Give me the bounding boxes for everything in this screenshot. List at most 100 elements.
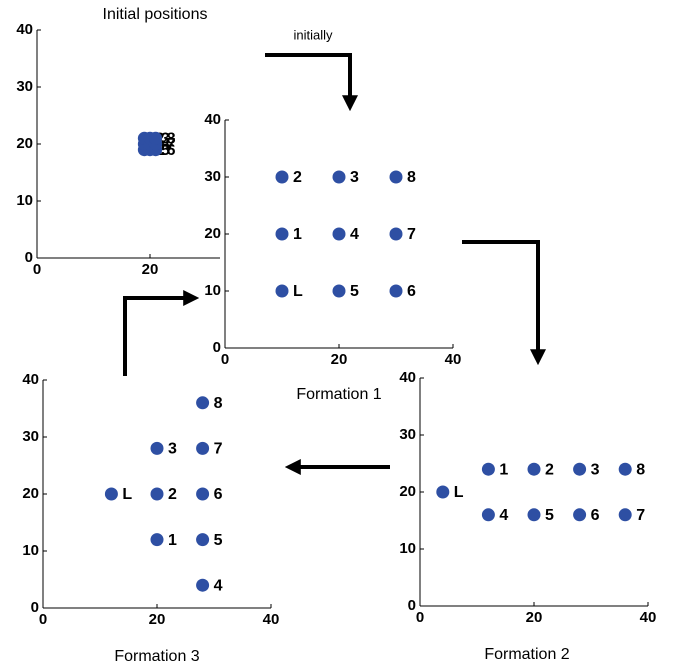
chart: 0 10 20 30 40 0 20 40 Formation 1 L 1 2 3 4 5 6 7 8 — [204, 111, 470, 403]
point-label: 6 — [214, 486, 223, 503]
arrows — [123, 53, 546, 475]
point-label: 2 — [545, 461, 554, 478]
chart: 0 10 20 30 40 0 20 40 Formation 3 L 1 2 3 4 5 6 7 8 — [22, 371, 279, 665]
point-label: L — [293, 283, 303, 300]
point — [527, 462, 541, 476]
x-tick-label: 40 — [445, 351, 462, 368]
point-label: 3 — [168, 441, 177, 458]
point — [196, 396, 210, 410]
x-tick-label: 20 — [331, 351, 348, 368]
point-label: 5 — [214, 532, 223, 549]
y-tick-label: 40 — [16, 21, 33, 38]
point-label: 1 — [293, 226, 302, 243]
point — [332, 170, 346, 184]
point — [436, 485, 450, 499]
y-tick-label: 20 — [204, 225, 221, 242]
point-label: 3 — [161, 131, 170, 148]
y-tick-label: 10 — [22, 542, 39, 559]
y-tick-label: 10 — [399, 540, 416, 557]
point-label: 6 — [591, 507, 600, 524]
x-tick-label: 40 — [263, 611, 280, 628]
y-tick-label: 10 — [16, 192, 33, 209]
point-label: 2 — [168, 486, 177, 503]
y-tick-label: 30 — [22, 428, 39, 445]
x-tick-label: 0 — [33, 261, 41, 278]
point — [481, 462, 495, 476]
x-tick-label: 0 — [221, 351, 229, 368]
y-tick-label: 20 — [22, 485, 39, 502]
x-tick-label: 0 — [39, 611, 47, 628]
chart-title: Formation 2 — [484, 646, 569, 663]
point — [332, 284, 346, 298]
point-label: 4 — [161, 136, 170, 153]
point-label: 4 — [499, 507, 508, 524]
point-label: 5 — [161, 142, 170, 159]
point — [196, 533, 210, 547]
point — [196, 487, 210, 501]
point-label: 5 — [545, 507, 554, 524]
y-tick-label: 40 — [204, 111, 221, 128]
chart: 0 10 20 30 40 0 20 40 Formation 2 L 1 2 3 4 5 6 7 8 — [399, 369, 656, 663]
y-tick-label: 40 — [399, 369, 416, 386]
x-tick-label: 20 — [526, 609, 543, 626]
y-tick-label: 30 — [204, 168, 221, 185]
point — [332, 227, 346, 241]
y-tick-label: 0 — [408, 597, 416, 614]
point — [618, 462, 632, 476]
x-tick-label: 40 — [640, 609, 657, 626]
point — [196, 578, 210, 592]
point-label: 8 — [636, 461, 645, 478]
point — [275, 227, 289, 241]
point — [481, 508, 495, 522]
point-label: 2 — [293, 169, 302, 186]
point-label: 7 — [636, 507, 645, 524]
point — [150, 487, 164, 501]
chart-title: Formation 3 — [114, 648, 199, 665]
y-tick-label: 0 — [25, 249, 33, 266]
point — [389, 284, 403, 298]
point — [389, 227, 403, 241]
point — [527, 508, 541, 522]
point-label: 1 — [168, 532, 177, 549]
point-label: 7 — [407, 226, 416, 243]
point — [573, 508, 587, 522]
point-label: 6 — [167, 142, 176, 159]
point — [275, 170, 289, 184]
chart-title: Initial positions — [103, 6, 208, 23]
point-label: 8 — [167, 131, 176, 148]
point — [618, 508, 632, 522]
point-label: 6 — [407, 283, 416, 300]
point-label: 8 — [407, 169, 416, 186]
point — [196, 441, 210, 455]
point-label: L — [122, 486, 132, 503]
point — [275, 284, 289, 298]
point-label: 5 — [350, 283, 359, 300]
x-tick-label: 0 — [416, 609, 424, 626]
y-tick-label: 10 — [204, 282, 221, 299]
arrow — [123, 290, 200, 376]
point — [150, 441, 164, 455]
point — [389, 170, 403, 184]
arrow — [265, 53, 358, 112]
point-label: 4 — [350, 226, 359, 243]
y-tick-label: 0 — [31, 599, 39, 616]
point — [104, 487, 118, 501]
arrow — [462, 240, 546, 366]
point-label: 7 — [167, 136, 176, 153]
point-label: 4 — [214, 577, 223, 594]
point-label: 3 — [591, 461, 600, 478]
point-label: 3 — [350, 169, 359, 186]
point-label: 8 — [214, 395, 223, 412]
point — [149, 131, 163, 145]
y-tick-label: 20 — [16, 135, 33, 152]
y-tick-label: 30 — [16, 78, 33, 95]
point-label: 1 — [499, 461, 508, 478]
chart-title: Formation 1 — [296, 386, 381, 403]
y-tick-label: 40 — [22, 371, 39, 388]
point-label: 7 — [214, 441, 223, 458]
y-tick-label: 20 — [399, 483, 416, 500]
point — [150, 533, 164, 547]
